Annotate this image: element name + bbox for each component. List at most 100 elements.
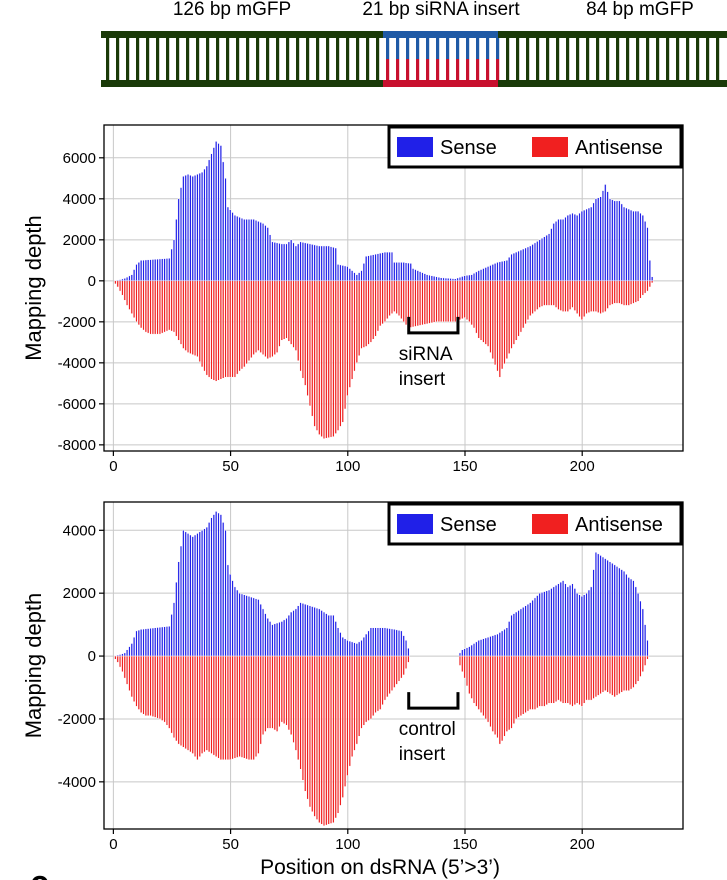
antisense-depth-bar (365, 280, 368, 347)
antisense-depth-bar (119, 655, 122, 668)
antisense-depth-bar (501, 280, 504, 370)
sense-depth-bar (262, 223, 265, 282)
antisense-depth-bar (294, 280, 297, 351)
antisense-depth-bar (404, 655, 408, 669)
insert-sense-rung (496, 38, 500, 59)
sense-depth-bar (334, 621, 337, 657)
antisense-depth-bar (203, 655, 206, 753)
sense-depth-bar (247, 596, 251, 657)
antisense-depth-bar (576, 280, 579, 314)
sense-depth-bar (332, 614, 335, 657)
sense-depth-bar (545, 234, 548, 282)
sense-depth-bar (374, 627, 377, 657)
sense-depth-bar (142, 628, 145, 657)
sense-depth-bar (515, 251, 518, 282)
antisense-depth-bar (128, 280, 131, 310)
antisense-depth-bar (273, 280, 276, 355)
antisense-depth-bar (491, 655, 494, 732)
antisense-depth-bar (395, 280, 398, 314)
antisense-depth-bar (280, 280, 283, 341)
antisense-depth-bar (625, 655, 628, 691)
sense-depth-bar (341, 265, 344, 282)
sense-depth-bar (156, 258, 159, 282)
top-backbone-left (101, 31, 383, 38)
sense-depth-bar (519, 608, 522, 657)
antisense-depth-bar (615, 655, 619, 696)
sense-depth-bar (536, 595, 539, 657)
antisense-depth-bar (205, 280, 208, 376)
sense-depth-bar (254, 220, 258, 282)
antisense-depth-bar (374, 655, 377, 713)
sense-depth-bar (257, 599, 260, 657)
sense-depth-bar (423, 273, 426, 282)
sense-depth-bar (137, 262, 140, 282)
sense-depth-bar (203, 168, 206, 282)
sense-depth-bar (430, 275, 433, 282)
antisense-depth-bar (627, 655, 630, 691)
sense-depth-bar (208, 159, 211, 282)
antisense-depth-bar (269, 280, 272, 358)
sense-depth-bar (477, 640, 480, 657)
antisense-depth-bar (538, 655, 541, 707)
sense-depth-bar (468, 646, 471, 657)
sense-depth-bar (344, 638, 347, 657)
sense-depth-bar (121, 278, 124, 282)
antisense-depth-bar (531, 280, 534, 314)
antisense-depth-bar (550, 655, 553, 704)
antisense-depth-bar (397, 280, 401, 316)
antisense-depth-bar (566, 655, 569, 704)
base-pair-rung (596, 38, 600, 80)
legend-swatch-sense (397, 137, 433, 157)
antisense-depth-bar (299, 280, 302, 372)
antisense-depth-bar (569, 280, 572, 310)
sense-depth-bar (458, 652, 462, 657)
sense-depth-bar (315, 607, 319, 657)
sense-depth-bar (412, 268, 415, 282)
base-pair-rung (336, 38, 340, 80)
sense-depth-bar (308, 243, 311, 282)
sense-depth-bar (264, 225, 267, 282)
insert-sense-rung (486, 38, 490, 59)
sense-depth-bar (212, 514, 215, 657)
antisense-depth-bar (580, 280, 583, 321)
series-antisense (114, 280, 654, 439)
sense-depth-bar (301, 603, 304, 657)
antisense-depth-bar (262, 280, 265, 355)
antisense-depth-bar (339, 280, 342, 427)
sense-depth-bar (517, 250, 520, 282)
antisense-depth-bar (236, 655, 239, 758)
sense-depth-bar (184, 175, 187, 282)
antisense-depth-bar (447, 280, 450, 323)
antisense-depth-bar (318, 280, 321, 435)
sense-depth-bar (348, 640, 351, 657)
sense-depth-bar (395, 629, 398, 657)
sense-depth-bar (536, 241, 539, 282)
antisense-depth-bar (477, 280, 480, 339)
sense-depth-bar (468, 274, 471, 282)
sense-depth-bar (233, 586, 236, 657)
base-pair-rung (366, 38, 370, 80)
antisense-depth-bar (212, 280, 215, 381)
sense-depth-bar (608, 198, 612, 282)
antisense-depth-bar (355, 655, 358, 745)
antisense-depth-bar (540, 655, 544, 707)
sense-depth-bar (400, 262, 403, 282)
sense-depth-bar (562, 219, 565, 282)
antisense-depth-bar (414, 280, 417, 327)
sense-depth-bar (433, 275, 436, 282)
sense-depth-bar (346, 266, 349, 282)
sense-depth-bar (552, 223, 555, 282)
antisense-depth-bar (280, 655, 283, 723)
antisense-depth-bar (172, 655, 176, 739)
antisense-depth-bar (215, 280, 218, 382)
construct-schematic: 126 bp mGFP 21 bp siRNA insert 84 bp mGF… (101, 0, 727, 87)
sense-depth-bar (287, 614, 290, 657)
antisense-depth-bar (594, 655, 597, 698)
antisense-depth-bar (529, 280, 532, 316)
sense-depth-bar (306, 604, 309, 657)
sense-depth-bar (229, 574, 232, 657)
antisense-depth-bar (498, 655, 501, 745)
antisense-depth-bar (480, 280, 483, 341)
sense-depth-bar (250, 219, 253, 282)
segment-label-sirna-insert: 21 bp siRNA insert (362, 0, 520, 20)
